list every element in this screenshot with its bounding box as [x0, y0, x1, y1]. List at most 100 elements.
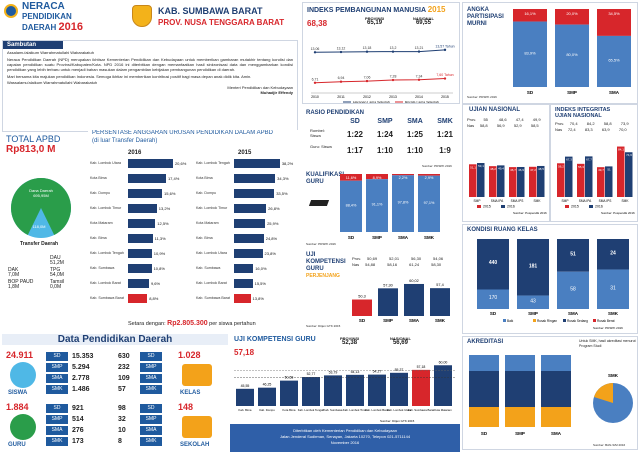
kualifikasi-value-label: 88,4% — [346, 203, 357, 207]
ruang-legend: Baik — [507, 319, 514, 323]
akreditasi-title: AKREDITASI — [467, 339, 504, 345]
anggaran-bar-value: 34,3% — [277, 176, 289, 181]
classroom-icon — [182, 364, 212, 386]
anggaran-bar-value: 26,8% — [268, 206, 280, 211]
ruang-legend: Rusak Sedang — [567, 319, 588, 323]
rasio-panel: RASIO PENDIDIKAN Rombel: Siswa Guru: Sisw… — [302, 108, 460, 170]
anggaran-row-label: Kab. Lombok Utara — [196, 251, 227, 255]
apm-cat-label: SMP — [567, 90, 577, 95]
ruang-legend: Rusak Berat — [597, 319, 615, 323]
header-title: NERACA PENDIDIKAN DAERAH 2016 — [22, 1, 83, 33]
rasio-col-header: SMA — [407, 118, 423, 125]
ipm-point — [339, 50, 343, 54]
ukg2-bar — [236, 388, 254, 406]
dpd-title: Data Pendidikan Daerah — [2, 334, 228, 345]
grouped-cat-label: SMA IPA — [579, 199, 592, 203]
anggaran-bar-value: 25,9% — [267, 221, 279, 226]
rasio-value-1: 1:24 — [376, 130, 393, 139]
anggaran-row-label: Kab. Lombok Timur — [196, 206, 228, 210]
ruang-cat-label: SD — [490, 311, 497, 316]
nas-value: 72,4 — [567, 127, 576, 132]
apm-bar-top — [597, 9, 631, 36]
kualifikasi-bar-top — [418, 174, 440, 176]
dpd-guru-jenjang: SD — [46, 404, 68, 413]
dpd-guru-total: 1.884 — [6, 402, 29, 412]
prov-value: 49,9 — [532, 117, 541, 122]
un-chart: 51,1 53,1 SMP 48,2 49,4 SMA IPA 46,7 46,9 SMA IP… — [469, 163, 547, 215]
ukg-nas-value: 58,30 — [431, 262, 442, 267]
dpd-guru-value: 921 — [72, 405, 84, 412]
dpd-kelas-label: KELAS — [180, 390, 201, 396]
anggaran-year-2015: 2015 — [238, 150, 252, 156]
anggaran-bar-value: 9,6% — [150, 281, 161, 286]
ukg-prov-row: Prov. 50,69 52,01 56,30 54,06 — [352, 256, 449, 261]
anggaran-2015-chart: Kab. Lombok Tengah 38,2% Kota Bima 34,3% Kab… — [194, 158, 298, 308]
akreditasi-cat-label: SMP — [515, 431, 525, 436]
sambutan-sign2: Muhadjir Effendy — [260, 90, 293, 95]
ruang-rusak-label: 440 — [489, 260, 498, 266]
ruang-cat-label: SMP — [528, 311, 538, 316]
ukg2-bar — [412, 369, 430, 406]
ukg2-bar — [280, 380, 298, 406]
akreditasi-source: Sumber: BAN-S/M 2016 — [593, 443, 626, 447]
rasio-row2-label: Guru: Siswa — [310, 144, 332, 149]
ruang-title: KONDISI RUANG KELAS — [467, 227, 538, 233]
grouped-bar-label: 67,7 — [586, 157, 592, 161]
grouped-bar-label: 53,1 — [478, 164, 484, 168]
ipm-point-label: 13,57 Tahun — [435, 44, 454, 48]
dpd-sekolah-jenjang: SMK — [140, 437, 162, 446]
ipm-year-label: 2013 — [389, 95, 397, 99]
anggaran-row-label: Kab. Lombok Utara — [90, 161, 121, 165]
dpd-kelas-value: 57 — [118, 386, 126, 393]
apm-top-label: 16,1% — [524, 11, 536, 16]
anggaran-row-label: Kab. Lombok Barat — [90, 281, 121, 285]
anggaran-bar-value: 20,6% — [174, 161, 187, 166]
un-prov-row: Prov. 55 48,6 47,4 49,9 — [467, 117, 545, 122]
grouped-bar — [597, 167, 605, 197]
apbd-transfer-label: Transfer Daerah — [20, 241, 59, 247]
ipm-year-label: 2015 — [441, 95, 449, 99]
ruang-cat-label: SMA — [568, 311, 579, 316]
ipm-point — [417, 78, 421, 81]
dpd-sekolah-jenjang: SMA — [140, 426, 162, 435]
grouped-bar — [529, 166, 537, 197]
anggaran-bar — [128, 294, 148, 303]
ruang-bar-baik — [557, 271, 589, 309]
ipm-line-rata — [314, 78, 446, 84]
prov-value: 58,8 — [603, 121, 612, 126]
ruang-legend-swatch — [563, 319, 566, 322]
ruang-baik-label: 31 — [610, 285, 616, 291]
sambutan-panel: Sambutan Assalamu'alaikum Warrahmatullah… — [2, 40, 298, 132]
grouped-bar-label: 49,7 — [598, 168, 604, 172]
sambutan-body2: Mari bersama kita majukan pendidikan Ind… — [7, 74, 252, 79]
ukg-bar-label: 57,30 — [383, 283, 393, 287]
grouped-bar — [497, 165, 505, 197]
rasio-value-1: 1:21 — [436, 130, 453, 139]
akreditasi-bar-a — [505, 355, 535, 371]
anggaran-row-label: Kab. Sumbawa — [90, 266, 115, 270]
kualifikasi-bar-top — [366, 174, 388, 180]
grouped-bar-label: 49,4 — [498, 166, 504, 170]
sambutan-closing: Wassalamu'alaikum Warrahmatullahi Wabara… — [7, 80, 98, 85]
ruang-baik-label: 58 — [570, 286, 576, 292]
ukg2-source: Sumber: Ditjen GTK 2015 — [380, 419, 415, 423]
dpd-guru: 1.884 GURU SD 921 SMP 514 SMA 276 SMK 173 — [2, 402, 114, 452]
grouped-bar-label: 48,5 — [538, 167, 544, 171]
kualifikasi-cat-label: SD — [348, 235, 355, 240]
nas-value: 58,5 — [530, 123, 539, 128]
iiun-title: INDEKS INTEGRITAS UJIAN NASIONAL — [555, 107, 611, 119]
region-kab: KAB. SUMBAWA BARAT — [158, 6, 263, 16]
ipm-legend-rata: Rerata Lama Sekolah — [405, 101, 439, 105]
akreditasi-bar-c — [469, 407, 499, 427]
ipm-year-label: 2011 — [337, 95, 345, 99]
dpd-siswa-jenjang: SD — [46, 352, 68, 361]
dpd-guru-jenjang: SMK — [46, 437, 68, 446]
apbd-panel: TOTAL APBD Rp813,0 M Dana Daerah 695,95M… — [2, 134, 86, 330]
dpd-guru-label: GURU — [8, 442, 26, 448]
apm-bar — [513, 21, 547, 87]
prov-value: 70,4 — [569, 121, 578, 126]
dpd-guru-jenjang: SMA — [46, 426, 68, 435]
ukg2-bar — [302, 377, 320, 406]
ukg2-kab: 57,18 — [234, 348, 255, 357]
grouped-bar-label: 46,9 — [518, 168, 524, 172]
